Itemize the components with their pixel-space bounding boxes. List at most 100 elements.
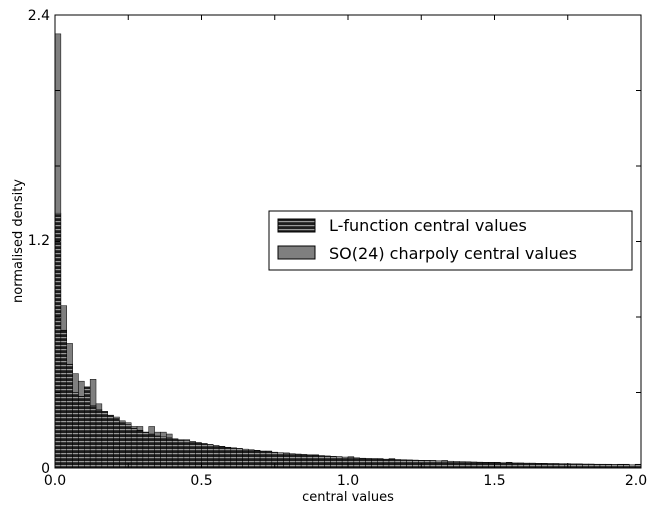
- l-function-bar: [464, 461, 472, 469]
- l-function-bar: [441, 460, 448, 469]
- l-function-bar: [242, 448, 249, 469]
- l-function-bar: [72, 392, 79, 469]
- x-tick-label: 0.5: [190, 473, 212, 489]
- l-function-bar: [207, 444, 214, 469]
- l-function-bar: [347, 457, 355, 469]
- legend: L-function central values SO(24) charpol…: [268, 210, 633, 271]
- l-function-bar: [570, 463, 577, 469]
- l-function-bar: [259, 450, 267, 469]
- axis-ticks: [54, 14, 642, 469]
- l-function-bar: [277, 452, 284, 469]
- l-function-bar: [318, 455, 325, 469]
- l-function-bar: [371, 458, 378, 469]
- l-function-bar: [593, 463, 601, 469]
- l-function-bar: [412, 459, 419, 469]
- legend-box: [268, 210, 633, 271]
- l-function-bar: [576, 463, 583, 469]
- l-function-bar: [447, 460, 454, 469]
- l-function-bar: [488, 462, 495, 469]
- l-function-bar: [66, 363, 73, 469]
- l-function-bar: [265, 451, 273, 469]
- l-function-bar: [582, 463, 589, 469]
- l-function-bar: [494, 462, 501, 469]
- l-function-bar: [388, 459, 396, 469]
- l-function-bar: [470, 461, 478, 469]
- l-function-bar: [529, 462, 536, 469]
- l-function-bar: [107, 414, 114, 469]
- l-function-bar: [142, 431, 150, 469]
- legend-label-so24: SO(24) charpoly central values: [329, 244, 577, 263]
- l-function-bar: [476, 461, 484, 469]
- l-function-bar: [611, 464, 618, 469]
- l-function-bar: [453, 461, 460, 469]
- l-function-bar: [119, 422, 126, 469]
- l-function-bar: [300, 454, 308, 469]
- l-function-bar: [113, 416, 120, 469]
- l-function-bar: [148, 433, 155, 469]
- x-tick-label: 2.0: [625, 473, 647, 489]
- l-function-bar: [224, 446, 232, 469]
- l-function-bar: [511, 462, 519, 469]
- l-function-bar: [435, 460, 443, 469]
- l-function-bar: [546, 463, 554, 469]
- legend-swatch-l-function: [277, 218, 316, 233]
- l-function-bar: [236, 448, 243, 469]
- l-function-bar: [160, 436, 167, 469]
- l-function-bar: [101, 411, 108, 469]
- y-axis-label: normalised density: [11, 179, 26, 303]
- l-function-bar: [183, 440, 191, 469]
- l-function-bar: [248, 449, 255, 469]
- l-function-bar: [336, 456, 343, 469]
- l-function-bar: [406, 459, 413, 469]
- l-function-bar: [130, 428, 138, 469]
- l-function-bar: [394, 459, 401, 469]
- l-function-bar: [324, 455, 331, 469]
- x-tick-label: 0.0: [44, 473, 66, 489]
- l-function-bar: [423, 460, 431, 469]
- l-function-bar: [312, 454, 319, 469]
- legend-label-l-function: L-function central values: [329, 216, 527, 235]
- l-function-bar: [177, 439, 185, 469]
- l-function-bar: [353, 457, 360, 469]
- l-function-bar: [201, 443, 208, 469]
- x-tick-label: 1.5: [483, 473, 505, 489]
- l-function-bar: [253, 450, 261, 469]
- l-function-bar: [523, 462, 530, 469]
- l-function-bar: [230, 447, 237, 469]
- l-function-bar: [136, 430, 144, 469]
- l-function-bar: [459, 461, 466, 469]
- l-function-bar: [365, 458, 372, 469]
- l-function-bar: [535, 463, 542, 469]
- l-function-bar: [60, 329, 67, 469]
- l-function-bar: [89, 405, 97, 469]
- l-function-bar: [382, 458, 390, 469]
- l-function-bar: [400, 459, 407, 469]
- l-function-bar: [605, 464, 612, 469]
- l-function-bar: [295, 453, 302, 469]
- l-function-bar: [189, 441, 196, 469]
- legend-swatch-so24: [277, 245, 316, 260]
- l-function-bar: [341, 456, 349, 469]
- l-function-bar: [54, 212, 62, 469]
- l-function-bar: [218, 446, 226, 469]
- l-function-bar: [558, 463, 566, 469]
- l-function-bar: [599, 463, 607, 469]
- l-function-bar: [306, 454, 314, 469]
- l-function-bar: [588, 463, 595, 469]
- y-tick-label: 1.2: [28, 233, 50, 249]
- l-function-bar: [505, 462, 513, 469]
- l-function-bar: [623, 464, 630, 469]
- l-function-bar: [617, 464, 624, 469]
- l-function-bar: [212, 445, 220, 469]
- y-tick-label: 0: [41, 461, 50, 477]
- l-function-bar: [482, 462, 489, 469]
- l-function-bar: [95, 409, 103, 469]
- l-function-bar: [359, 457, 366, 469]
- l-function-bar: [541, 463, 548, 469]
- y-tick-label: 2.4: [28, 8, 50, 24]
- l-function-bar: [78, 396, 85, 469]
- l-function-bar: [125, 424, 132, 469]
- l-function-bar: [283, 453, 290, 469]
- l-function-bar: [166, 437, 173, 469]
